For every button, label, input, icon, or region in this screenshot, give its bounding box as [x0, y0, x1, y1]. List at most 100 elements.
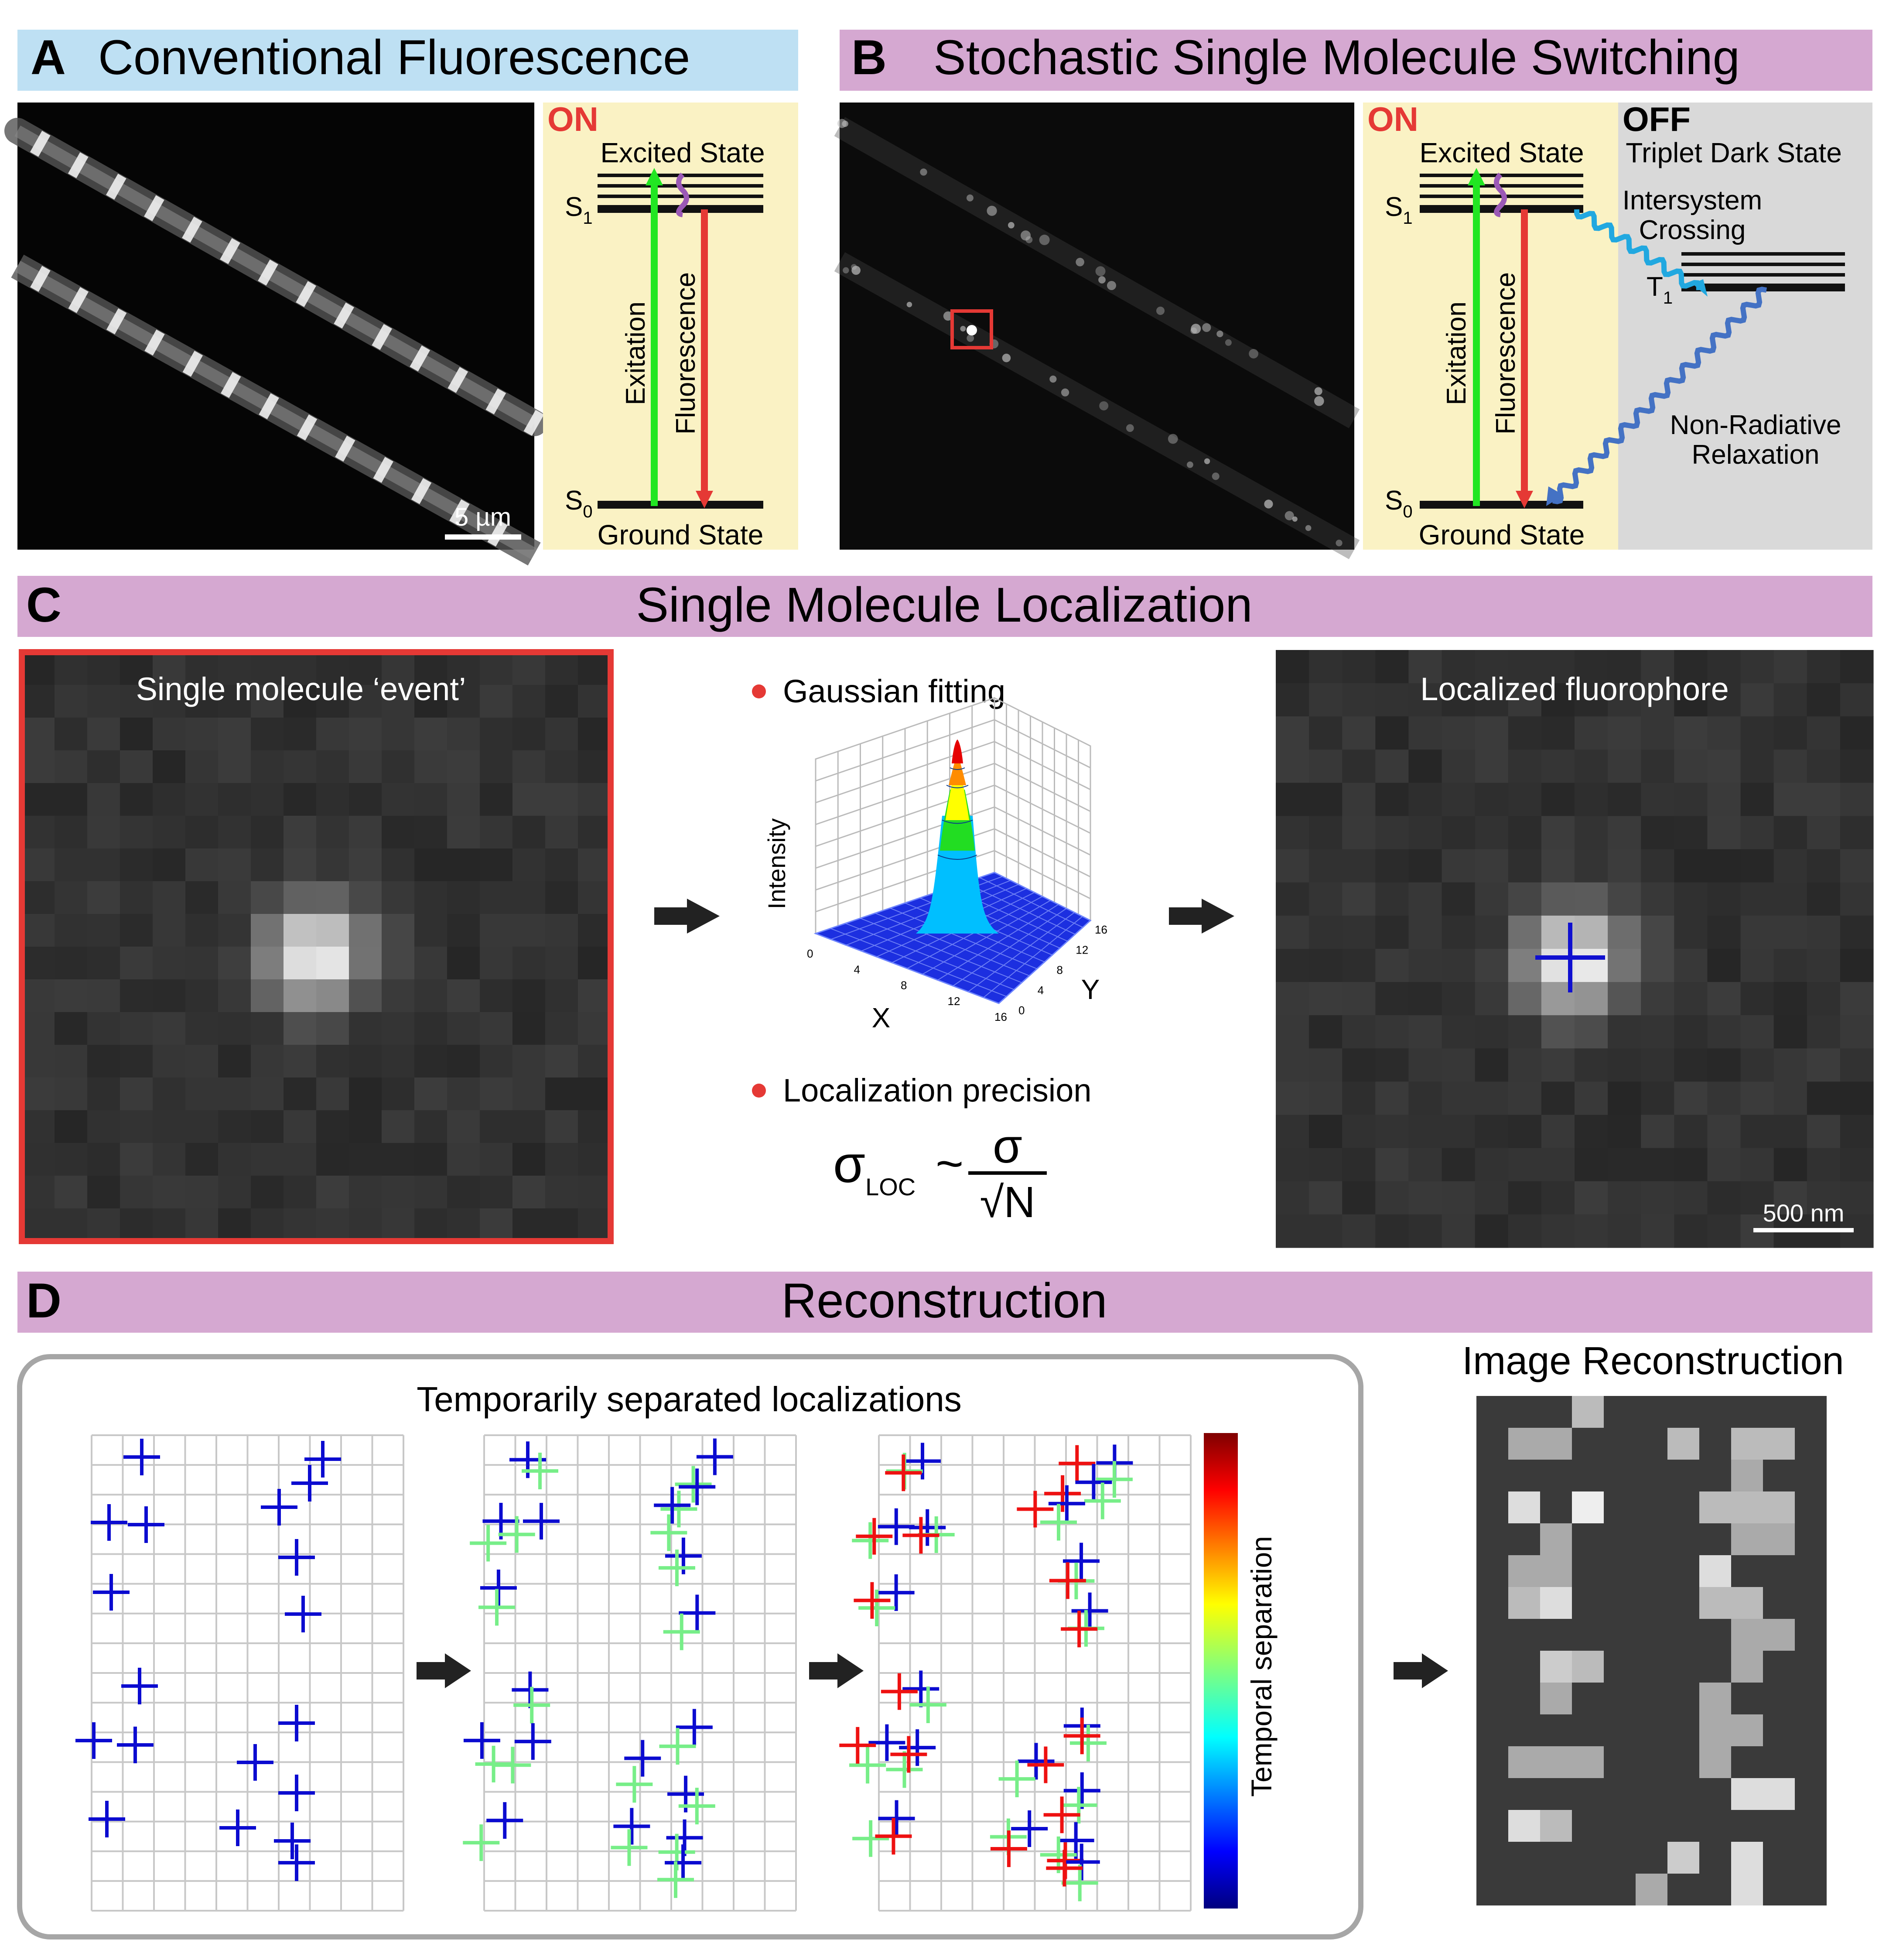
pixel	[1442, 716, 1476, 750]
pixel	[55, 1012, 88, 1045]
pixel	[1575, 849, 1608, 883]
gaussian-peak	[916, 739, 999, 934]
recon-pixel	[1731, 1651, 1763, 1683]
pixel	[185, 1208, 219, 1242]
s1-label-a: S1	[565, 192, 593, 228]
pixel	[1608, 1181, 1641, 1215]
pixel	[447, 1208, 480, 1242]
blink-spot	[987, 205, 997, 216]
pixel	[382, 881, 415, 914]
pixel	[1375, 749, 1409, 783]
blink-spot	[1049, 375, 1057, 383]
pixel	[480, 1208, 513, 1242]
pixel	[545, 848, 578, 882]
pixel	[545, 1077, 578, 1111]
x-tick-label: 0	[807, 947, 813, 960]
pixel	[153, 718, 186, 751]
pixel	[22, 947, 55, 980]
pixel	[87, 1143, 120, 1176]
pixel	[55, 914, 88, 947]
blink-spot	[1126, 424, 1134, 432]
isc-arrowhead	[1692, 279, 1708, 297]
mesh-line	[979, 877, 1083, 928]
blink-spot	[837, 119, 847, 128]
pixel	[1840, 749, 1874, 783]
pixel	[1342, 1181, 1376, 1215]
pixel	[1541, 1115, 1575, 1149]
pixel	[1608, 1115, 1641, 1149]
pixel	[382, 652, 415, 685]
pixel	[1840, 1115, 1874, 1149]
pixel	[218, 685, 251, 718]
pixel	[1575, 882, 1608, 916]
pixel	[447, 881, 480, 914]
pixel	[349, 1077, 382, 1111]
pixel	[1840, 949, 1874, 982]
pixel	[545, 914, 578, 947]
pixel	[1840, 849, 1874, 883]
recon-pixel	[1540, 1555, 1572, 1587]
excitation-label-b: Exitation	[1442, 301, 1472, 405]
pixel	[251, 1045, 284, 1078]
pixel	[55, 718, 88, 751]
pixel	[349, 750, 382, 783]
pixel	[382, 1110, 415, 1143]
pixel	[1773, 783, 1807, 817]
pixel	[218, 783, 251, 816]
pixel	[1375, 949, 1409, 982]
pixel	[1541, 816, 1575, 850]
pixel	[1674, 915, 1708, 949]
pixel	[185, 718, 219, 751]
pixel	[1807, 849, 1841, 883]
fluorescence-arrowhead-a	[696, 491, 713, 508]
pixel	[414, 1208, 448, 1242]
blink-spot	[1216, 330, 1223, 338]
pixel	[1442, 650, 1476, 684]
pixel	[1641, 882, 1674, 916]
pixel	[382, 848, 415, 882]
pixel	[1840, 1148, 1874, 1182]
ground-state-label-b: Ground State	[1419, 519, 1585, 551]
pixel	[1740, 749, 1774, 783]
pixel	[153, 914, 186, 947]
pixel	[55, 1045, 88, 1078]
pixel	[1674, 1081, 1708, 1115]
pixel	[185, 1143, 219, 1176]
pixel	[414, 750, 448, 783]
pixel	[1276, 816, 1309, 850]
localized-fluorophore-label: Localized fluorophore	[1420, 671, 1729, 707]
filament-band	[372, 324, 393, 350]
pixel	[22, 1176, 55, 1209]
panel-a-title: Conventional Fluorescence	[98, 30, 690, 85]
pixel	[218, 947, 251, 980]
pixel	[1375, 882, 1409, 916]
pixel	[1840, 716, 1874, 750]
pixel	[251, 979, 284, 1012]
pixel	[1641, 816, 1674, 850]
pixel	[251, 750, 284, 783]
pixel	[185, 1045, 219, 1078]
pixel	[1740, 1148, 1774, 1182]
s1-label-b: S1	[1385, 192, 1413, 228]
pixel	[512, 848, 546, 882]
pixel	[382, 1208, 415, 1242]
recon-pixel	[1508, 1491, 1540, 1523]
pixel	[218, 1012, 251, 1045]
filament-band	[297, 414, 318, 441]
pixel	[316, 652, 349, 685]
pixel	[1541, 1048, 1575, 1082]
pixel	[578, 685, 611, 718]
pixel	[1276, 1048, 1309, 1082]
blink-spot	[851, 266, 861, 275]
recon-pixel	[1699, 1683, 1731, 1714]
recon-pixel	[1540, 1746, 1572, 1778]
pixel	[1475, 716, 1509, 750]
pixel	[1342, 1115, 1376, 1149]
filament-band	[485, 388, 506, 414]
pixel	[1408, 716, 1442, 750]
pixel	[1276, 650, 1309, 684]
recon-pixel	[1540, 1810, 1572, 1842]
pixel	[1342, 716, 1376, 750]
x-tick-label: 16	[994, 1010, 1007, 1023]
localization-grid-2	[463, 1434, 797, 1912]
